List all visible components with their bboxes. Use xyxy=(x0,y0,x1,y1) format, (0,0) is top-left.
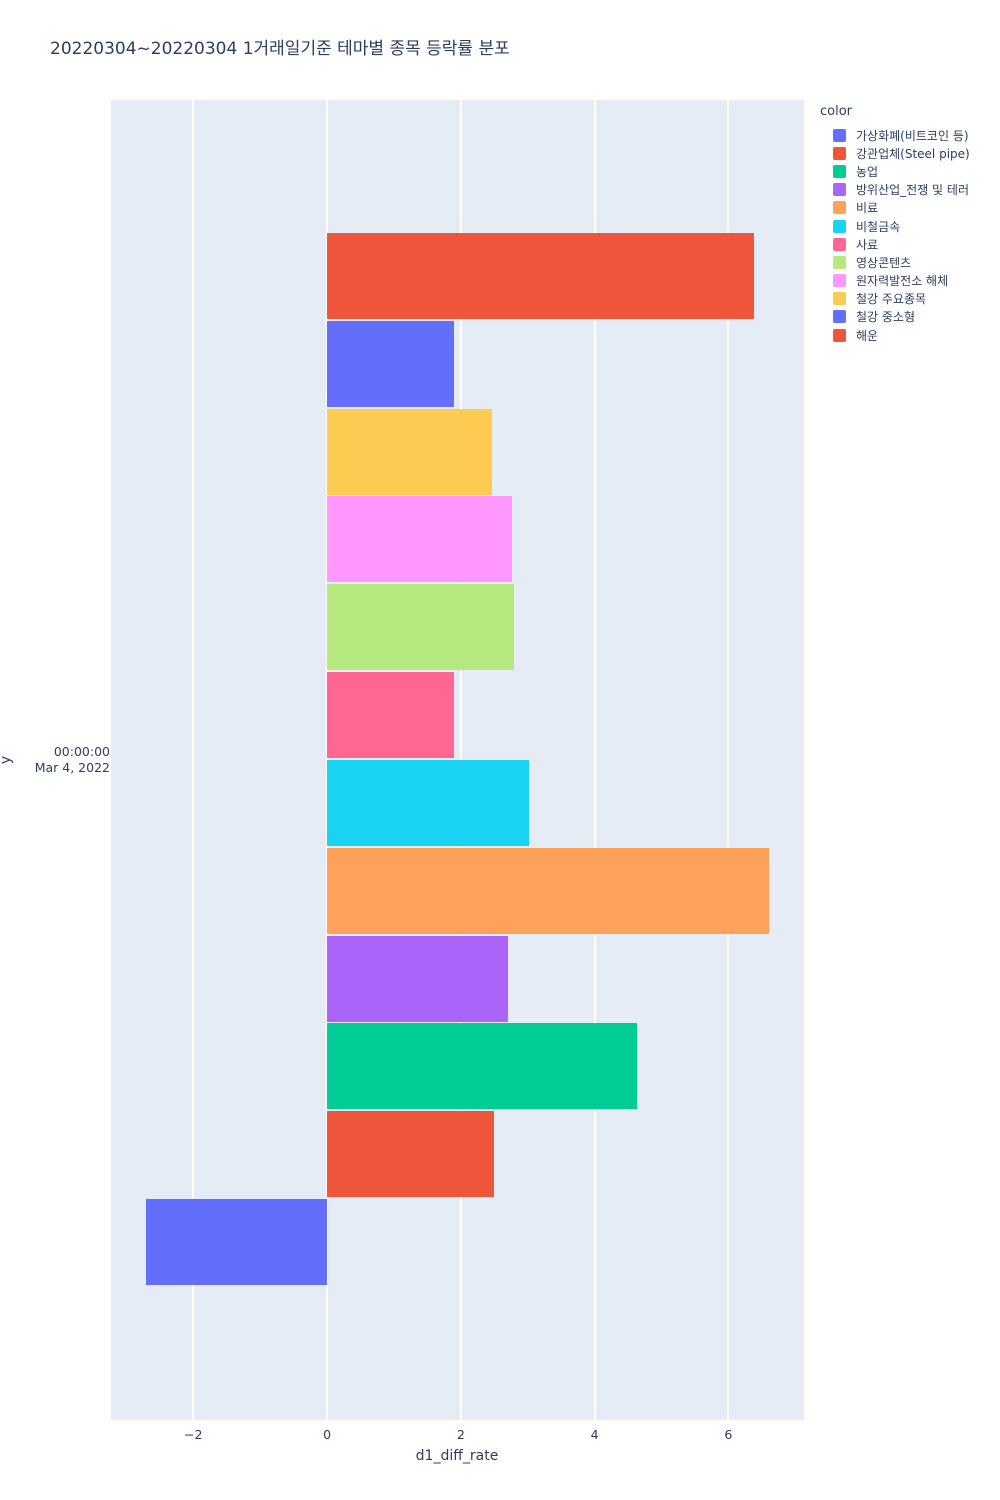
legend-item-label: 철강 주요종목 xyxy=(856,292,927,307)
legend-item[interactable]: 해운 xyxy=(820,326,970,344)
legend-swatch-icon xyxy=(833,328,846,342)
legend-item-label: 농업 xyxy=(856,164,879,179)
legend-item[interactable]: 농업 xyxy=(820,162,970,180)
legend-swatch-icon xyxy=(833,201,846,215)
legend-swatch-icon xyxy=(833,164,846,178)
chart-bar[interactable] xyxy=(146,1199,328,1286)
x-tick-label: −2 xyxy=(184,1427,203,1442)
legend-item-label: 원자력발전소 해체 xyxy=(856,274,949,289)
legend-item[interactable]: 영상콘텐츠 xyxy=(820,253,970,271)
chart-bar[interactable] xyxy=(327,759,530,846)
chart-bar[interactable] xyxy=(327,935,508,1022)
chart-bar[interactable] xyxy=(327,496,512,583)
legend-swatch-icon xyxy=(833,128,846,142)
legend-swatch-icon xyxy=(833,292,846,306)
gridline-x-6 xyxy=(727,100,730,1420)
legend-title: color xyxy=(820,104,853,119)
x-tick-label: 4 xyxy=(590,1427,599,1442)
legend-item[interactable]: 비철금속 xyxy=(820,217,970,235)
chart-bar[interactable] xyxy=(327,672,455,759)
legend-item[interactable]: 원자력발전소 해체 xyxy=(820,272,970,290)
plot-area xyxy=(111,100,804,1420)
legend-swatch-icon xyxy=(833,310,846,324)
y-tick-time: 00:00:00 xyxy=(53,744,110,759)
legend-item[interactable]: 철강 주요종목 xyxy=(820,290,970,308)
chart-bar[interactable] xyxy=(327,847,770,934)
legend-item-label: 사료 xyxy=(856,237,879,252)
legend-item-label: 강관업체(Steel pipe) xyxy=(856,146,970,161)
chart-bar[interactable] xyxy=(327,584,514,671)
gridline-x-−2 xyxy=(192,100,195,1420)
x-tick-label: 6 xyxy=(724,1427,733,1442)
x-tick-label: 0 xyxy=(323,1427,332,1442)
legend-item[interactable]: 철강 중소형 xyxy=(820,308,970,326)
legend-item-label: 비료 xyxy=(856,201,879,216)
chart-bar[interactable] xyxy=(327,320,455,407)
legend-item-label: 철강 중소형 xyxy=(856,310,916,325)
legend-item[interactable]: 가상화폐(비트코인 등) xyxy=(820,126,970,144)
legend-item[interactable]: 비료 xyxy=(820,199,970,217)
legend-item-label: 비철금속 xyxy=(856,219,901,234)
chart-bar[interactable] xyxy=(327,233,755,319)
chart-bar[interactable] xyxy=(327,1023,637,1110)
legend-swatch-icon xyxy=(833,219,846,233)
legend-swatch-icon xyxy=(833,255,846,269)
y-tick-date: Mar 4, 2022 xyxy=(34,760,110,775)
legend-item[interactable]: 방위산업_전쟁 및 테러 xyxy=(820,181,970,199)
legend-item[interactable]: 강관업체(Steel pipe) xyxy=(820,144,970,162)
x-axis-title: d1_diff_rate xyxy=(415,1448,499,1464)
legend-swatch-icon xyxy=(833,237,846,251)
legend-swatch-icon xyxy=(833,146,846,160)
chart-bar[interactable] xyxy=(327,408,493,495)
legend-item-label: 영상콘텐츠 xyxy=(856,255,912,270)
legend-swatch-icon xyxy=(833,274,846,288)
chart-bar[interactable] xyxy=(327,1111,494,1198)
y-axis-tick-label: 00:00:00 Mar 4, 2022 xyxy=(0,744,110,776)
legend-item-label: 가상화폐(비트코인 등) xyxy=(856,128,969,143)
legend-item[interactable]: 사료 xyxy=(820,235,970,253)
gridline-x-4 xyxy=(593,100,596,1420)
legend-item-label: 해운 xyxy=(856,328,879,343)
x-tick-label: 2 xyxy=(456,1427,465,1442)
chart-title: 20220304~20220304 1거래일기준 테마별 종목 등락률 분포 xyxy=(50,39,510,59)
legend-swatch-icon xyxy=(833,183,846,197)
legend-item-label: 방위산업_전쟁 및 테러 xyxy=(856,183,969,198)
